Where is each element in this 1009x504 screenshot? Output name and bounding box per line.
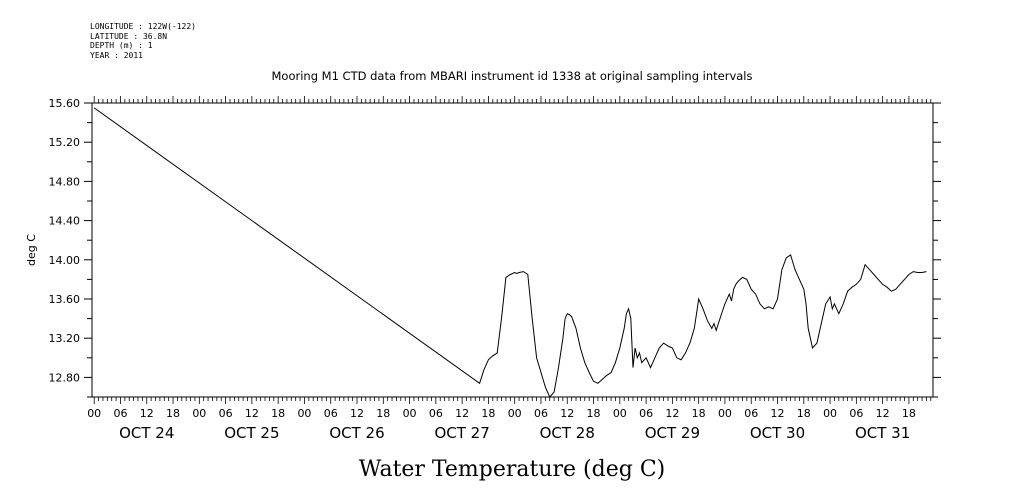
x-hour-label: 06	[113, 407, 127, 420]
x-hour-label: 00	[613, 407, 627, 420]
x-hour-label: 06	[534, 407, 548, 420]
y-tick-label: 12.80	[49, 371, 81, 384]
longitude-label: LONGITUDE : 122W(-122)	[90, 22, 196, 31]
x-hour-label: 12	[876, 407, 890, 420]
x-hour-label: 06	[744, 407, 758, 420]
x-hour-label: 00	[87, 407, 101, 420]
x-day-label: OCT 24	[119, 424, 174, 442]
x-hour-label: 06	[219, 407, 233, 420]
x-hour-label: 18	[587, 407, 601, 420]
x-day-label: OCT 30	[750, 424, 805, 442]
x-hour-label: 12	[140, 407, 154, 420]
x-hour-label: 18	[902, 407, 916, 420]
x-hour-label: 06	[639, 407, 653, 420]
x-day-label: OCT 29	[645, 424, 700, 442]
axes-group: 12.80 13.20 13.60 14.00 14.40 14.80 15.20 15.60…	[49, 96, 941, 442]
x-hour-label: 06	[849, 407, 863, 420]
x-hour-label: 12	[455, 407, 469, 420]
y-tick-label: 15.60	[49, 97, 81, 110]
x-day-label: OCT 27	[434, 424, 489, 442]
y-tick-label: 14.80	[49, 175, 81, 188]
x-day-label: OCT 31	[855, 424, 910, 442]
y-tick-label: 13.60	[49, 293, 81, 306]
x-day-label: OCT 28	[540, 424, 595, 442]
y-tick-label: 13.20	[49, 332, 81, 345]
x-hour-label: 00	[192, 407, 206, 420]
latitude-label: LATITUDE : 36.8N	[90, 31, 168, 41]
x-hour-label: 00	[403, 407, 417, 420]
x-hour-label: 00	[718, 407, 732, 420]
y-tick-label: 14.00	[49, 254, 81, 267]
x-hour-label: 00	[823, 407, 837, 420]
x-hour-label: 12	[350, 407, 364, 420]
x-hour-label: 12	[771, 407, 785, 420]
x-hour-label: 06	[324, 407, 338, 420]
x-hour-label: 00	[297, 407, 311, 420]
depth-label: DEPTH (m) : 1	[90, 41, 153, 50]
year-label: YEAR : 2011	[90, 50, 143, 60]
x-hour-label: 12	[560, 407, 574, 420]
x-hour-label: 18	[481, 407, 495, 420]
x-hour-label: 18	[271, 407, 285, 420]
x-hour-label: 12	[665, 407, 679, 420]
metadata-block: LONGITUDE : 122W(-122) LATITUDE : 36.8N …	[90, 22, 196, 60]
plot-frame	[91, 102, 934, 398]
x-hour-label: 18	[166, 407, 180, 420]
x-hour-label: 18	[692, 407, 706, 420]
x-axis-label: Water Temperature (deg C)	[359, 457, 666, 482]
series-line-water-temperature	[93, 107, 927, 398]
x-hour-label: 18	[797, 407, 811, 420]
x-day-label: OCT 26	[329, 424, 384, 442]
x-day-label: OCT 25	[224, 424, 279, 442]
x-hour-label: 06	[429, 407, 443, 420]
series-group	[93, 107, 927, 398]
chart-title: Mooring M1 CTD data from MBARI instrumen…	[272, 69, 753, 83]
x-hour-label: 12	[245, 407, 259, 420]
x-hour-label: 18	[376, 407, 390, 420]
y-axis-label: deg C	[25, 234, 38, 266]
x-hour-label: 00	[508, 407, 522, 420]
y-tick-label: 14.40	[49, 215, 81, 228]
y-tick-label: 15.20	[49, 136, 81, 149]
